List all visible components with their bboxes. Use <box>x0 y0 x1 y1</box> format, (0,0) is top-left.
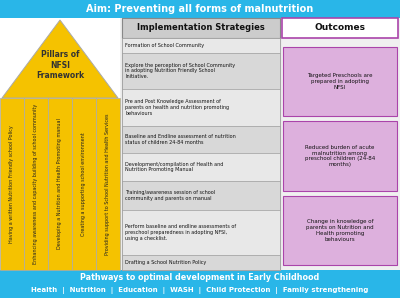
Text: Pre and Post Knowledge Assessment of
parents on health and nutrition promoting
b: Pre and Post Knowledge Assessment of par… <box>125 99 229 116</box>
Text: Implementation Strategies: Implementation Strategies <box>137 24 265 32</box>
Polygon shape <box>2 20 118 98</box>
Text: Enhancing awareness and capacity building of school community: Enhancing awareness and capacity buildin… <box>34 104 38 264</box>
Text: Creating a supporting school environment: Creating a supporting school environment <box>82 132 86 236</box>
Bar <box>0 270 400 298</box>
Bar <box>122 209 280 255</box>
Text: Targeted Preschools are
prepared in adopting
NFSI: Targeted Preschools are prepared in adop… <box>307 73 373 90</box>
Text: Having a written Nutrition Friendly school Policy: Having a written Nutrition Friendly scho… <box>10 125 14 243</box>
Bar <box>122 18 280 38</box>
Text: Formation of School Community: Formation of School Community <box>125 43 204 48</box>
Bar <box>122 126 280 153</box>
Text: Perform baseline and endline assessments of
preschool preparedness in adopting N: Perform baseline and endline assessments… <box>125 224 236 240</box>
Bar <box>48 98 72 270</box>
Text: Reduced burden of acute
malnutrition among
preschool children (24-84
months): Reduced burden of acute malnutrition amo… <box>305 145 375 167</box>
Bar <box>0 0 400 18</box>
Text: Development/compilation of Health and
Nutrition Promoting Manual: Development/compilation of Health and Nu… <box>125 162 223 173</box>
Bar <box>96 98 120 270</box>
Bar <box>122 53 280 89</box>
Bar <box>122 181 280 209</box>
Bar <box>0 98 24 270</box>
Bar <box>283 121 397 191</box>
Text: Health  |  Nutrition  |  Education  |  WASH  |  Child Protection  |  Family stre: Health | Nutrition | Education | WASH | … <box>31 286 369 294</box>
Bar <box>283 196 397 265</box>
Text: Aim: Preventing all forms of malnutrition: Aim: Preventing all forms of malnutritio… <box>86 4 314 14</box>
Text: Pillars of
NFSI
Framework: Pillars of NFSI Framework <box>36 50 84 80</box>
Bar <box>72 98 96 270</box>
Bar <box>122 153 280 181</box>
Bar <box>282 18 398 38</box>
Bar <box>24 98 48 270</box>
Text: Pathways to optimal development in Early Childhood: Pathways to optimal development in Early… <box>80 274 320 283</box>
Text: Outcomes: Outcomes <box>314 24 366 32</box>
Bar <box>122 89 280 126</box>
Text: Developing a Nutrition and Health Promoting manual: Developing a Nutrition and Health Promot… <box>58 119 62 249</box>
Bar <box>283 47 397 116</box>
Text: Providing support to School Nutrition and Health Services: Providing support to School Nutrition an… <box>106 113 110 255</box>
Bar <box>0 18 120 270</box>
Bar <box>122 38 280 53</box>
Text: Explore the perception of School Community
in adopting Nutrition Friendly School: Explore the perception of School Communi… <box>125 63 235 79</box>
Bar <box>122 255 280 270</box>
Text: Drafting a School Nutrition Policy: Drafting a School Nutrition Policy <box>125 260 206 265</box>
Text: Baseline and Endline assessment of nutrition
status of children 24-84 months: Baseline and Endline assessment of nutri… <box>125 134 236 145</box>
Text: Change in knowledge of
parents on Nutrition and
Health promoting
behaviours: Change in knowledge of parents on Nutrit… <box>306 219 374 242</box>
Text: Training/awareness session of school
community and parents on manual: Training/awareness session of school com… <box>125 190 215 201</box>
Bar <box>122 18 280 270</box>
